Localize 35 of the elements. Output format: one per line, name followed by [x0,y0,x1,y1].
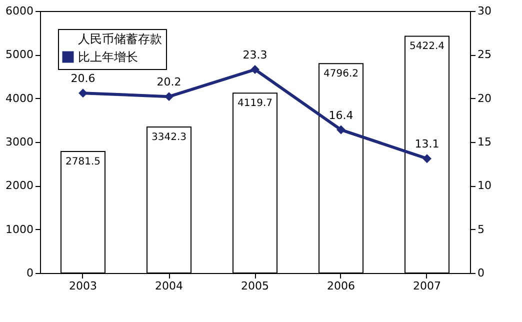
data-label: 4796.2 [324,68,358,80]
x-tick-label: 2004 [155,280,183,292]
y2-tick-label: 5 [478,222,484,236]
x-tick-label: 2006 [327,280,355,292]
data-label: 3342.3 [152,132,186,144]
x-tick-label: 2005 [241,280,269,292]
data-label: 13.1 [414,138,440,151]
y-tick-label: 3000 [6,136,34,148]
data-label: 16.4 [328,108,354,122]
y2-tick-label: 30 [478,4,492,18]
text: 人民币储蓄存款 [78,32,162,46]
y-tick-label: 1000 [6,222,34,236]
legend-label: 比上年增长 [78,50,138,64]
point [250,65,260,74]
point [78,88,88,98]
x-tick-label: 2003 [69,280,97,292]
y-tick-label: 5000 [6,48,34,62]
data-label: 4119.7 [238,98,272,110]
y-tick-label: 6000 [6,4,34,18]
x-tick-label: 2007 [413,280,441,292]
y2-tick-label: 15 [478,136,492,148]
y-tick-label: 0 [26,266,34,280]
data-label: 20.6 [70,72,96,86]
point [336,125,346,134]
y2-tick-label: 20 [478,92,492,105]
data-label: 20.2 [156,76,182,89]
data-label: 5422.4 [410,41,444,52]
y2-tick-label: 25 [478,48,492,62]
data-label: 2781.5 [66,156,100,168]
y2-tick-label: 0 [478,266,484,280]
y-tick-label: 2000 [6,179,34,192]
data-label: 23.3 [242,48,268,62]
y-tick-label: 4000 [6,92,34,105]
point [422,154,432,164]
y2-tick-label: 10 [478,179,492,192]
